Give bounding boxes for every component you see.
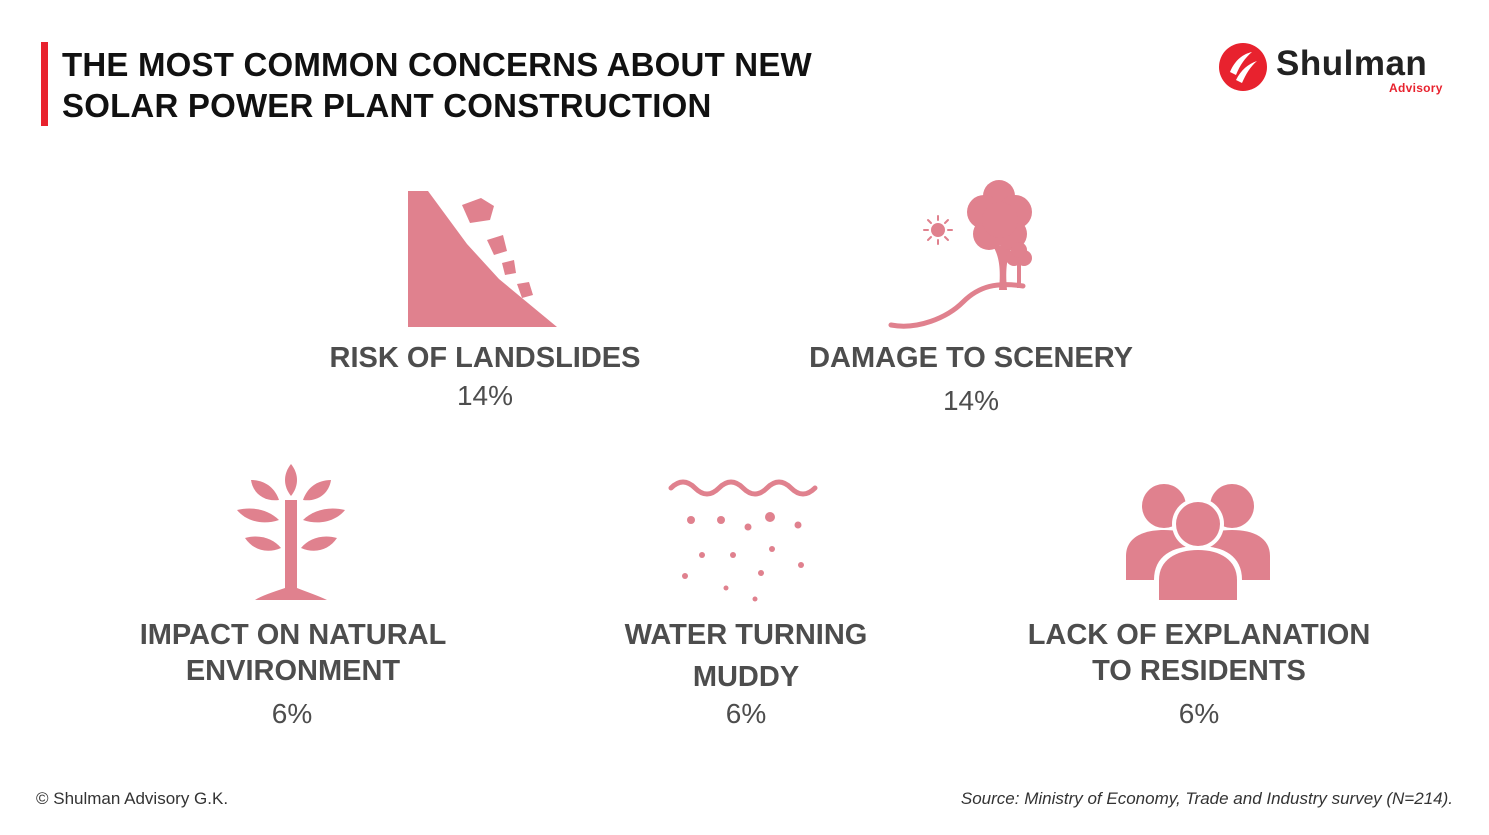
- tree-icon: [237, 464, 345, 600]
- sun-icon: [923, 215, 953, 245]
- concern-percent-environment: 6%: [271, 698, 313, 729]
- concern-label-residents: LACK OF EXPLANATION TO RESIDENTS: [1027, 619, 1371, 687]
- brand-logo: Shulman Advisory: [1219, 40, 1459, 100]
- concern-percent-residents: 6%: [1178, 698, 1220, 729]
- concern-percent-landslides: 14%: [456, 380, 514, 411]
- source-note: Source: Ministry of Economy, Trade and I…: [960, 789, 1453, 808]
- residents-group-icon: [1126, 484, 1270, 604]
- page-title-line1: THE MOST COMMON CONCERNS ABOUT NEW: [62, 46, 812, 83]
- logo-subtitle: Advisory: [1389, 81, 1443, 95]
- concern-label-landslides: RISK OF LANDSLIDES: [329, 342, 641, 374]
- logo-name: Shulman: [1276, 44, 1428, 83]
- copyright-note: © Shulman Advisory G.K.: [36, 789, 229, 808]
- concern-label-water: WATER TURNING MUDDY: [624, 619, 868, 693]
- shulman-logo-icon: [1219, 43, 1267, 91]
- muddy-water-icon: [668, 479, 818, 602]
- concern-label-environment: IMPACT ON NATURAL ENVIRONMENT: [139, 619, 447, 687]
- concern-label-scenery: DAMAGE TO SCENERY: [809, 342, 1133, 374]
- concern-percent-water: 6%: [725, 698, 767, 729]
- title-accent-bar: [41, 42, 48, 126]
- concern-percent-scenery: 14%: [942, 385, 1000, 416]
- scenery-tree-icon: [888, 180, 1032, 329]
- page-title-line2: SOLAR POWER PLANT CONSTRUCTION: [62, 87, 712, 124]
- landslide-icon: [408, 191, 557, 327]
- page-title: THE MOST COMMON CONCERNS ABOUT NEW SOLAR…: [62, 44, 962, 126]
